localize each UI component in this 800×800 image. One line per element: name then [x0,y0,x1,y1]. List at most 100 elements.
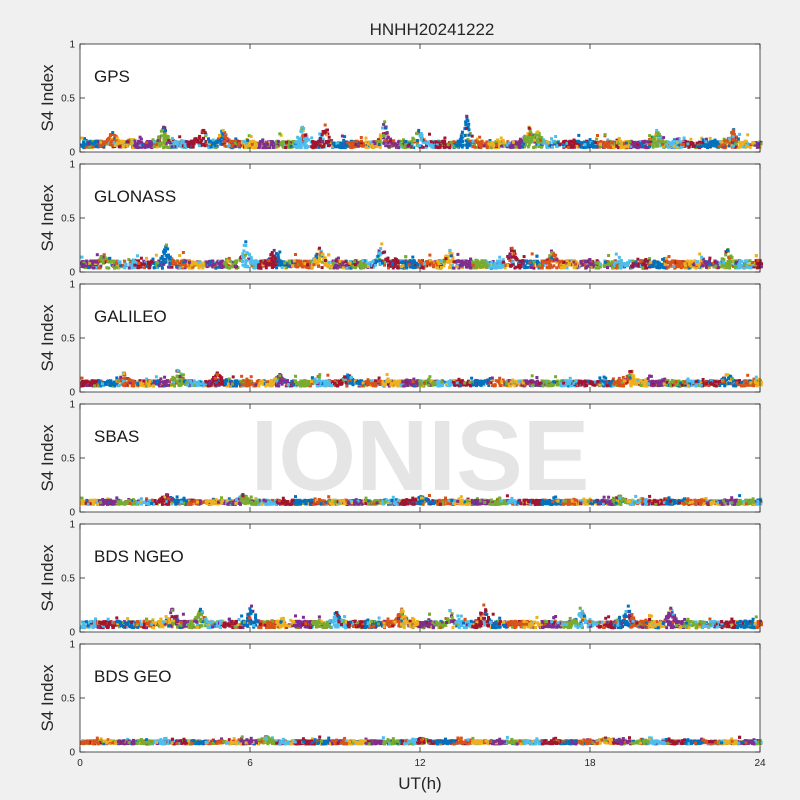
data-point [253,145,257,149]
data-point [715,145,719,149]
data-point [694,266,698,270]
data-point [378,259,382,263]
data-point [499,144,503,148]
data-point [334,259,338,263]
data-point [756,258,760,262]
data-point [501,258,505,262]
data-point [126,140,130,144]
data-point [360,140,364,144]
data-point [651,142,655,146]
data-point [523,138,526,142]
data-point [638,144,641,148]
data-point [669,261,673,265]
data-point [670,142,674,146]
data-point [586,264,590,268]
data-point [394,258,398,261]
data-point [214,266,218,270]
data-point [450,252,454,256]
data-point [257,263,261,267]
data-point [90,141,94,145]
data-point [582,140,586,144]
data-point [754,259,758,263]
data-point [631,144,635,148]
data-point [636,140,640,144]
data-point [653,137,657,141]
data-point [241,259,244,263]
data-point [272,145,276,149]
data-point [610,141,614,145]
data-point [515,257,519,261]
data-point [247,257,251,261]
data-point [95,253,99,257]
data-point [490,260,494,264]
data-point [672,264,676,268]
data-point [97,142,100,146]
data-point [441,139,445,143]
data-point [124,140,128,144]
data-point [538,135,542,139]
peak-point [536,131,540,135]
data-point [312,263,316,267]
data-point [342,138,346,142]
data-point [223,131,227,135]
data-point [759,262,763,266]
data-point [536,264,540,268]
data-point [234,137,238,141]
data-point [751,141,755,145]
data-point [303,259,306,263]
data-point [137,139,141,143]
data-point [117,145,121,149]
data-point [589,265,593,269]
data-point [425,144,428,148]
data-point [386,141,390,145]
data-point [352,140,356,144]
data-point [521,145,524,149]
data-point [344,143,348,147]
data-point [369,140,373,144]
data-point [680,143,684,147]
data-point [251,145,255,149]
data-point [203,131,207,135]
data-point [162,146,166,150]
data-point [673,140,676,144]
data-point [533,138,536,142]
data-point [402,145,406,149]
data-point [133,139,137,143]
data-point [344,141,348,145]
data-point [734,142,738,146]
data-point [700,255,704,259]
data-point [688,262,691,266]
data-point [297,144,301,148]
data-point [143,145,147,149]
y-tick-label: 1 [69,40,75,51]
data-point [731,140,734,144]
data-point [450,143,454,147]
data-point [140,141,144,145]
data-point [157,136,161,140]
data-point [698,262,702,266]
data-point [249,144,253,148]
data-point [657,132,661,136]
data-point [446,257,450,261]
data-point [195,140,199,144]
data-point [650,135,654,139]
data-point [181,251,185,254]
data-point [148,263,152,267]
data-point [576,139,580,143]
data-point [200,131,204,135]
data-point [152,266,156,270]
data-point [517,142,521,146]
data-point [334,263,338,267]
data-point [466,138,470,142]
data-point [664,140,667,144]
data-point [306,266,310,270]
data-point [489,146,493,150]
data-point [201,266,205,270]
data-point [108,143,112,147]
data-point [463,133,467,137]
data-point [319,251,323,255]
data-point [119,139,123,143]
data-point [466,125,470,129]
data-point [152,140,156,144]
data-point [532,266,536,270]
